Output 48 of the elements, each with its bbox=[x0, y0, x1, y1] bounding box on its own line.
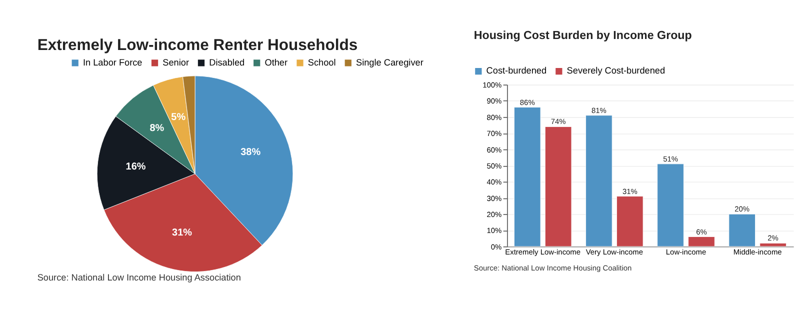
data-label: 20% bbox=[734, 204, 750, 214]
source-note: Source: National Low Income Housing Coalition bbox=[474, 264, 632, 273]
legend-label: Other bbox=[264, 57, 288, 68]
data-label: 31% bbox=[172, 227, 192, 238]
chart-title: Extremely Low-income Renter Households bbox=[37, 36, 358, 54]
x-tick-label: Very Low-income bbox=[586, 247, 644, 256]
bar bbox=[760, 243, 786, 247]
data-label: 5% bbox=[171, 112, 186, 123]
x-tick-label: Extremely Low-income bbox=[505, 247, 581, 256]
data-label: 8% bbox=[150, 123, 164, 134]
x-tick-label: Low-income bbox=[666, 247, 706, 256]
data-label: 2% bbox=[768, 234, 779, 243]
y-tick-label: 40% bbox=[486, 178, 502, 187]
bar bbox=[728, 214, 756, 247]
y-tick-label: 90% bbox=[486, 96, 502, 106]
y-tick-label: 50% bbox=[486, 161, 502, 170]
data-label: 86% bbox=[520, 98, 536, 107]
y-tick-label: 10% bbox=[486, 226, 502, 236]
bar bbox=[657, 164, 684, 247]
data-label: 16% bbox=[126, 162, 146, 173]
data-label: 51% bbox=[663, 154, 678, 164]
data-label: 38% bbox=[240, 147, 261, 158]
legend-label: In Labor Force bbox=[82, 57, 142, 68]
data-label: 6% bbox=[696, 227, 708, 236]
bar bbox=[544, 126, 572, 247]
y-tick-label: 80% bbox=[486, 112, 502, 122]
y-tick-label: 100% bbox=[482, 80, 502, 90]
bar bbox=[616, 196, 644, 247]
legend-label: Severely Cost-burdened bbox=[566, 66, 666, 76]
x-tick-label: Middle-income bbox=[733, 247, 782, 256]
y-tick-label: 0% bbox=[490, 242, 502, 252]
bar bbox=[586, 115, 612, 247]
y-tick-label: 60% bbox=[486, 145, 502, 154]
bar bbox=[514, 107, 541, 247]
legend-label: School bbox=[308, 57, 336, 68]
data-label: 31% bbox=[622, 186, 638, 196]
chart-title: Housing Cost Burden by Income Group bbox=[474, 28, 692, 42]
data-label: 74% bbox=[550, 117, 566, 126]
source-note: Source: National Low Income Housing Association bbox=[37, 272, 241, 282]
legend-label: Senior bbox=[162, 57, 189, 68]
y-tick-label: 30% bbox=[486, 194, 502, 203]
y-tick-label: 20% bbox=[486, 210, 502, 219]
data-label: 81% bbox=[591, 106, 607, 115]
y-tick-label: 70% bbox=[486, 129, 502, 138]
legend-label: Single Caregiver bbox=[356, 57, 424, 68]
legend-label: Disabled bbox=[209, 57, 245, 68]
bar bbox=[688, 236, 715, 247]
legend-label: Cost-burdened bbox=[486, 66, 547, 76]
